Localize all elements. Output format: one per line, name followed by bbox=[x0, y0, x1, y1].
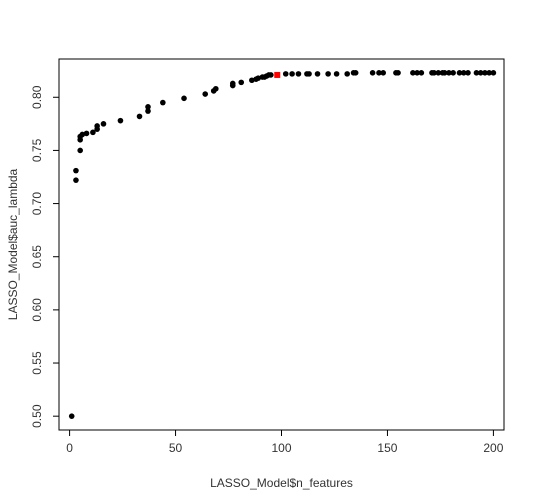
x-tick-label: 0 bbox=[66, 441, 73, 455]
data-point bbox=[145, 108, 151, 114]
y-tick-label: 0.55 bbox=[30, 351, 44, 375]
data-point bbox=[418, 70, 425, 76]
data-point bbox=[306, 71, 312, 77]
x-tick-label: 100 bbox=[271, 441, 291, 455]
data-point bbox=[90, 129, 96, 136]
y-tick-label: 0.65 bbox=[30, 245, 44, 269]
data-point bbox=[395, 70, 401, 76]
data-point bbox=[83, 130, 90, 137]
data-point bbox=[229, 80, 236, 87]
data-point bbox=[410, 70, 416, 76]
data-point bbox=[136, 113, 143, 120]
y-tick-label: 0.60 bbox=[30, 298, 44, 322]
data-point bbox=[333, 71, 340, 77]
data-point bbox=[268, 72, 274, 78]
data-point bbox=[295, 71, 302, 77]
data-point bbox=[441, 70, 448, 76]
y-tick-label: 0.50 bbox=[30, 404, 44, 428]
data-point bbox=[482, 70, 488, 76]
data-point bbox=[68, 413, 75, 419]
y-tick-label: 0.80 bbox=[30, 85, 44, 109]
highlight-point bbox=[274, 71, 281, 78]
data-point bbox=[314, 71, 321, 77]
data-point bbox=[249, 77, 255, 84]
data-point bbox=[380, 70, 387, 76]
data-point bbox=[238, 79, 245, 86]
data-point bbox=[79, 131, 86, 138]
axes-layer: 0 50 100 150 200 0.50 0.55 0.60 0.65 0.70 0.75 0.80 bbox=[30, 58, 505, 455]
data-point bbox=[431, 70, 437, 76]
data-point bbox=[145, 104, 151, 110]
data-point bbox=[376, 70, 382, 76]
data-point bbox=[473, 70, 480, 76]
data-point bbox=[73, 177, 79, 183]
data-point bbox=[456, 70, 463, 76]
data-point bbox=[414, 70, 420, 76]
data-point bbox=[486, 70, 492, 76]
data-point bbox=[213, 85, 219, 92]
y-tick-label: 0.70 bbox=[30, 192, 44, 216]
x-tick-label: 150 bbox=[377, 441, 397, 455]
data-point bbox=[73, 167, 79, 174]
plot-frame bbox=[58, 58, 505, 431]
data-point bbox=[160, 99, 166, 106]
data-point bbox=[477, 70, 484, 76]
x-axis-title: LASSO_Model$n_features bbox=[210, 476, 353, 490]
x-tick-label: 50 bbox=[169, 441, 183, 455]
data-point bbox=[325, 71, 331, 77]
data-point bbox=[77, 147, 83, 154]
data-point bbox=[202, 91, 209, 97]
data-point bbox=[369, 70, 376, 76]
data-point bbox=[117, 117, 124, 124]
data-point bbox=[490, 70, 497, 76]
data-point bbox=[94, 123, 100, 129]
data-point bbox=[450, 70, 456, 76]
x-tick-label: 200 bbox=[483, 441, 503, 455]
data-point bbox=[344, 71, 350, 77]
data-point bbox=[100, 121, 107, 127]
data-point bbox=[181, 95, 187, 102]
data-point bbox=[446, 70, 452, 76]
data-point bbox=[352, 70, 359, 76]
data-point bbox=[289, 71, 295, 77]
data-point bbox=[465, 70, 471, 76]
data-point bbox=[282, 71, 289, 77]
data-point bbox=[460, 70, 467, 76]
y-axis-title: LASSO_Model$auc_lambda bbox=[6, 168, 20, 320]
data-point bbox=[255, 75, 261, 81]
points-layer bbox=[68, 70, 497, 419]
y-tick-label: 0.75 bbox=[30, 138, 44, 162]
data-point bbox=[435, 70, 442, 76]
